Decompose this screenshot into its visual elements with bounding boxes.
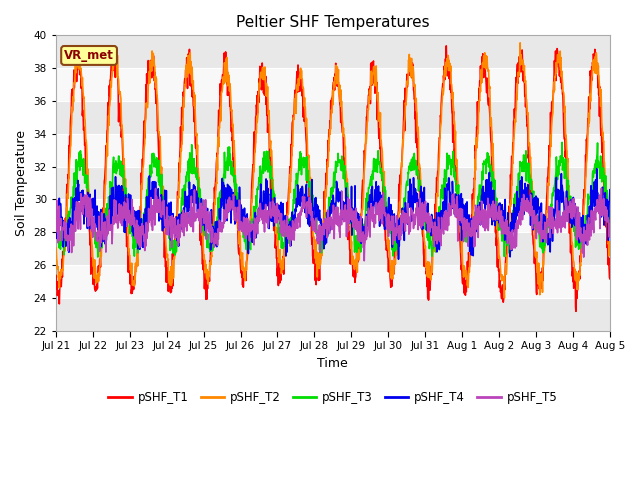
pSHF_T3: [162, 218, 170, 224]
pSHF_T5: [606, 221, 614, 227]
pSHF_T2: [606, 250, 614, 255]
pSHF_T1: [606, 276, 614, 282]
Bar: [56, 36, 610, 68]
pSHF_T2: [500, 295, 508, 301]
pSHF_T2: [237, 250, 245, 255]
pSHF_T5: [162, 224, 170, 229]
pSHF_T4: [175, 211, 183, 217]
Line: pSHF_T4: pSHF_T4: [56, 169, 610, 259]
pSHF_T5: [237, 219, 245, 225]
Line: pSHF_T1: pSHF_T1: [56, 46, 610, 312]
Bar: [56, 232, 610, 265]
pSHF_T3: [419, 206, 427, 212]
pSHF_T3: [492, 198, 499, 204]
pSHF_T1: [442, 43, 450, 49]
Bar: [56, 167, 610, 199]
pSHF_T2: [52, 245, 60, 251]
pSHF_T5: [541, 230, 548, 236]
pSHF_T4: [419, 225, 427, 231]
pSHF_T4: [162, 217, 170, 223]
X-axis label: Time: Time: [317, 357, 348, 370]
pSHF_T5: [419, 212, 427, 218]
Y-axis label: Soil Temperature: Soil Temperature: [15, 130, 28, 236]
pSHF_T1: [52, 272, 60, 278]
Text: VR_met: VR_met: [64, 49, 114, 62]
Line: pSHF_T3: pSHF_T3: [56, 143, 610, 257]
pSHF_T2: [162, 235, 170, 241]
pSHF_T3: [237, 215, 245, 220]
pSHF_T2: [492, 189, 499, 195]
Legend: pSHF_T1, pSHF_T2, pSHF_T3, pSHF_T4, pSHF_T5: pSHF_T1, pSHF_T2, pSHF_T3, pSHF_T4, pSHF…: [104, 387, 562, 409]
Bar: [56, 265, 610, 298]
Line: pSHF_T2: pSHF_T2: [56, 43, 610, 298]
pSHF_T3: [52, 204, 60, 210]
pSHF_T4: [237, 202, 245, 208]
pSHF_T1: [237, 270, 245, 276]
pSHF_T5: [175, 240, 183, 245]
pSHF_T3: [606, 219, 614, 225]
pSHF_T3: [541, 233, 548, 239]
pSHF_T3: [558, 140, 566, 145]
Bar: [56, 134, 610, 167]
pSHF_T5: [598, 185, 605, 191]
pSHF_T1: [541, 233, 548, 239]
pSHF_T4: [492, 213, 499, 218]
Bar: [56, 199, 610, 232]
Title: Peltier SHF Temperatures: Peltier SHF Temperatures: [236, 15, 429, 30]
Bar: [56, 101, 610, 134]
pSHF_T4: [52, 209, 60, 215]
pSHF_T2: [541, 243, 548, 249]
pSHF_T2: [516, 40, 524, 46]
pSHF_T5: [52, 208, 60, 214]
pSHF_T1: [175, 160, 183, 166]
pSHF_T1: [572, 309, 580, 314]
pSHF_T4: [606, 187, 614, 192]
pSHF_T1: [419, 233, 427, 239]
pSHF_T4: [395, 256, 403, 262]
pSHF_T2: [419, 203, 427, 208]
pSHF_T1: [162, 264, 170, 270]
Bar: [56, 68, 610, 101]
pSHF_T5: [360, 258, 368, 264]
Bar: [56, 298, 610, 331]
Line: pSHF_T5: pSHF_T5: [56, 188, 610, 261]
pSHF_T1: [492, 229, 499, 235]
pSHF_T3: [175, 228, 183, 234]
pSHF_T4: [593, 166, 600, 172]
pSHF_T4: [541, 215, 548, 221]
pSHF_T2: [175, 180, 183, 185]
pSHF_T3: [94, 254, 102, 260]
pSHF_T5: [492, 217, 499, 223]
